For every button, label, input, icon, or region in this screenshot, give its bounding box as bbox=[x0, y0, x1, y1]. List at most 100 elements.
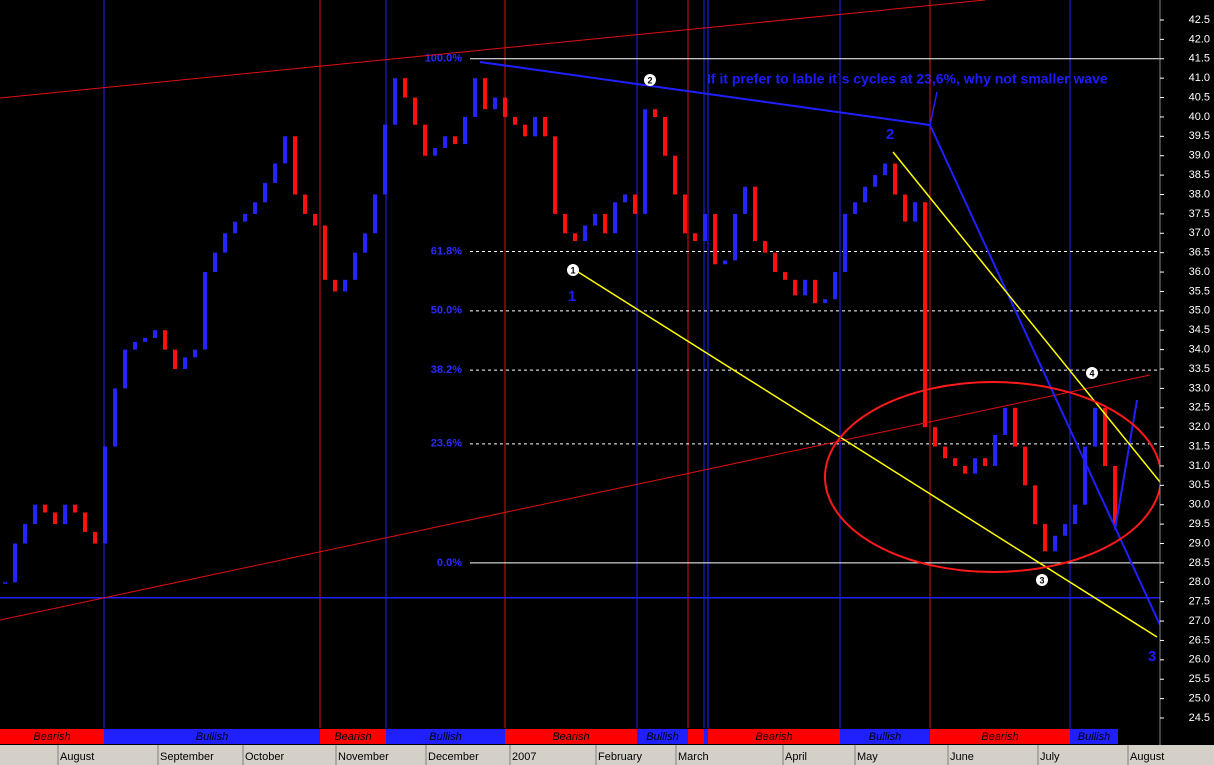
price-bar bbox=[703, 213, 707, 242]
price-bar bbox=[933, 427, 937, 447]
price-bar bbox=[863, 186, 867, 203]
y-tick-label: 30.5 bbox=[1189, 479, 1210, 491]
regime-band bbox=[930, 729, 1070, 744]
regime-label: Bearish bbox=[755, 731, 792, 743]
month-axis bbox=[0, 745, 1214, 765]
regime-label: Bearish bbox=[981, 731, 1018, 743]
price-bar bbox=[583, 225, 587, 242]
regime-label: Bullish bbox=[869, 731, 901, 743]
regime-band bbox=[637, 729, 688, 744]
wave-marker-label: 2 bbox=[647, 75, 652, 85]
regime-band bbox=[386, 729, 505, 744]
price-bar bbox=[223, 233, 227, 253]
price-bar bbox=[793, 279, 797, 296]
y-tick-label: 34.5 bbox=[1189, 324, 1210, 336]
regime-label: Bullish bbox=[429, 731, 461, 743]
price-bar bbox=[1013, 407, 1017, 447]
trendline bbox=[1114, 399, 1138, 531]
price-bar bbox=[73, 504, 77, 513]
annotation: If it prefer to lable it`s cycles at 23,… bbox=[707, 71, 1108, 87]
price-bar bbox=[973, 458, 977, 474]
month-label: June bbox=[950, 751, 974, 763]
month-label: July bbox=[1040, 751, 1060, 763]
price-bar bbox=[683, 194, 687, 234]
price-bar bbox=[673, 155, 677, 195]
month-label: November bbox=[338, 751, 389, 763]
y-tick-label: 31.0 bbox=[1189, 460, 1210, 472]
price-bar bbox=[1113, 465, 1117, 525]
y-tick-label: 29.0 bbox=[1189, 537, 1210, 549]
price-bar bbox=[293, 136, 297, 195]
price-bar bbox=[193, 349, 197, 358]
trendline bbox=[0, 0, 986, 99]
price-bar bbox=[883, 163, 887, 176]
price-bar bbox=[1043, 524, 1047, 552]
regime-band bbox=[708, 729, 840, 744]
regime-label: Bullish bbox=[1078, 731, 1110, 743]
price-bar bbox=[773, 252, 777, 273]
price-bar bbox=[393, 78, 397, 125]
regime-label: Bearish bbox=[552, 731, 589, 743]
y-tick-label: 26.5 bbox=[1189, 634, 1210, 646]
trendline bbox=[929, 91, 938, 126]
price-bar bbox=[913, 202, 917, 222]
y-tick-label: 29.5 bbox=[1189, 518, 1210, 530]
fib-label: 50.0% bbox=[431, 305, 462, 317]
regime-band bbox=[704, 729, 708, 744]
price-bar bbox=[723, 260, 727, 265]
y-tick-label: 42.0 bbox=[1189, 33, 1210, 45]
y-tick-label: 41.5 bbox=[1189, 53, 1210, 65]
regime-band bbox=[840, 729, 930, 744]
price-bar bbox=[353, 252, 357, 280]
price-bar bbox=[553, 136, 557, 214]
regime-band bbox=[1070, 729, 1118, 744]
price-bar bbox=[383, 124, 387, 195]
price-bar bbox=[1033, 485, 1037, 525]
regime-band bbox=[320, 729, 386, 744]
price-bar bbox=[523, 124, 527, 137]
price-bar bbox=[843, 213, 847, 273]
price-bar bbox=[593, 213, 597, 226]
price-bar bbox=[433, 147, 437, 156]
price-bar bbox=[343, 279, 347, 292]
y-tick-label: 25.0 bbox=[1189, 693, 1210, 705]
y-tick-label: 37.5 bbox=[1189, 208, 1210, 220]
price-bar bbox=[633, 194, 637, 214]
y-tick-label: 33.5 bbox=[1189, 363, 1210, 375]
price-bar bbox=[23, 524, 27, 544]
price-bar bbox=[443, 136, 447, 148]
price-bar bbox=[133, 341, 137, 350]
y-tick-label: 28.5 bbox=[1189, 557, 1210, 569]
price-bar bbox=[233, 221, 237, 234]
price-bar bbox=[943, 446, 947, 459]
price-bar bbox=[693, 233, 697, 242]
price-bar bbox=[63, 504, 67, 525]
y-tick-label: 30.0 bbox=[1189, 499, 1210, 511]
y-tick-label: 37.0 bbox=[1189, 227, 1210, 239]
price-bar bbox=[803, 279, 807, 296]
y-tick-label: 35.5 bbox=[1189, 285, 1210, 297]
y-tick-label: 40.0 bbox=[1189, 111, 1210, 123]
price-bar bbox=[653, 109, 657, 117]
trendline bbox=[892, 151, 1161, 483]
price-bar bbox=[203, 272, 207, 350]
price-bar bbox=[423, 124, 427, 156]
regime-label: Bullish bbox=[196, 731, 228, 743]
y-tick-label: 26.0 bbox=[1189, 654, 1210, 666]
price-bar bbox=[983, 458, 987, 466]
price-bar bbox=[993, 434, 997, 466]
price-bar bbox=[903, 194, 907, 222]
price-bar bbox=[923, 202, 927, 428]
price-bar bbox=[3, 582, 7, 584]
price-bar bbox=[1083, 446, 1087, 505]
price-bar bbox=[743, 186, 747, 214]
wave-marker bbox=[567, 264, 579, 276]
price-bar bbox=[613, 202, 617, 234]
wave-marker bbox=[1036, 574, 1048, 586]
price-bar bbox=[953, 458, 957, 466]
wave-label: 3 bbox=[1148, 648, 1156, 665]
y-tick-label: 36.5 bbox=[1189, 247, 1210, 259]
price-bar bbox=[403, 78, 407, 98]
fib-label: 0.0% bbox=[437, 557, 462, 569]
price-bar bbox=[783, 272, 787, 280]
